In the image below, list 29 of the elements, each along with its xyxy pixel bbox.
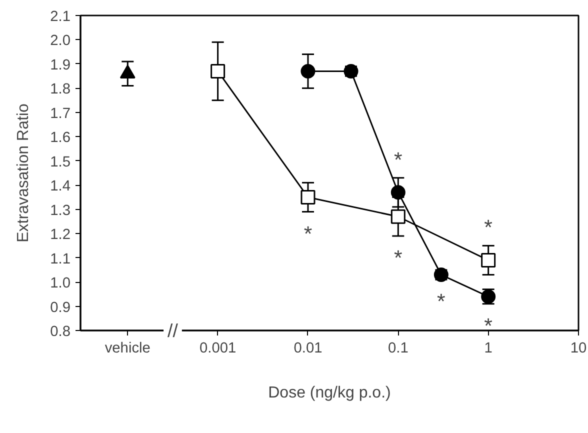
y-tick-label: 0.8	[50, 324, 70, 340]
y-tick-label: 1.3	[50, 202, 70, 219]
data-label: *	[484, 216, 492, 240]
y-tick-label: 1.0	[50, 276, 70, 292]
annotation: //	[168, 320, 179, 341]
data-label: *	[484, 314, 492, 338]
x-tick-label: 10	[570, 340, 587, 356]
y-tick-label: 1.2	[50, 227, 70, 244]
x-tick-label: 0.01	[294, 340, 322, 356]
data-label: *	[304, 222, 312, 246]
x-axis-title: Dose (ng/kg p.o.)	[268, 384, 391, 402]
y-tick-label: 1.8	[50, 82, 70, 98]
y-tick-label: 1.1	[50, 251, 70, 268]
data-label: *	[437, 290, 446, 314]
y-tick-label: 2.1	[50, 9, 70, 25]
y-tick-label: 0.9	[50, 300, 70, 316]
x-tick-label: 0.001	[199, 340, 236, 356]
data-label: *	[394, 148, 402, 172]
y-tick-label: 1.6	[50, 130, 70, 146]
y-tick-label: 1.9	[50, 57, 70, 74]
x-tick-label: 0.1	[388, 340, 408, 356]
y-tick-label: 1.7	[50, 106, 70, 122]
x-tick-label: 1	[484, 340, 492, 356]
data-label: *	[394, 246, 402, 270]
y-tick-label: 1.5	[50, 154, 70, 170]
y-tick-label: 1.4	[50, 178, 70, 195]
y-tick-label: 2.0	[50, 33, 70, 50]
x-tick-label: vehicle	[104, 340, 150, 356]
y-axis-title: Extravasation Ratio	[15, 104, 32, 242]
